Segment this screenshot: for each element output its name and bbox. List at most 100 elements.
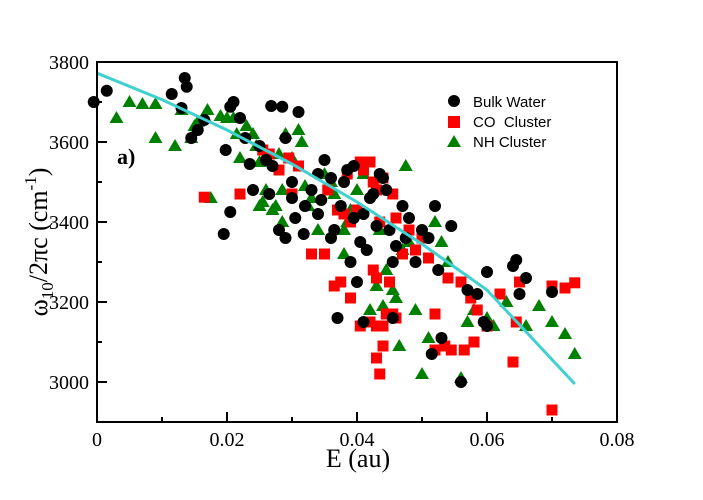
co-cluster-point — [293, 160, 304, 172]
co-cluster-point — [328, 280, 340, 292]
legend: Bulk Water CO Cluster NH Cluster — [447, 94, 551, 151]
y-axis-title-omega: ω — [24, 299, 53, 316]
co-cluster-point — [364, 316, 376, 328]
nh-cluster-point — [398, 159, 413, 171]
x-tick-label: 0.06 — [470, 429, 505, 451]
co-cluster-point — [410, 244, 421, 256]
co-cluster-point — [468, 336, 480, 348]
nh-cluster-point — [268, 199, 283, 211]
co-cluster-point — [559, 282, 571, 294]
bulk-water-point — [224, 206, 237, 218]
legend-label-co-cluster: CO Cluster — [473, 114, 551, 131]
y-axis-title-close: ) — [24, 168, 53, 177]
co-cluster-point — [442, 272, 454, 284]
bulk-water-point — [416, 224, 428, 236]
co-cluster-point — [416, 232, 428, 244]
co-cluster-point — [364, 156, 376, 168]
nh-cluster-point — [148, 97, 163, 109]
co-cluster-point — [371, 352, 382, 364]
bulk-water-point — [305, 184, 318, 196]
bulk-water-point — [432, 264, 445, 276]
bulk-water-point — [390, 240, 402, 252]
bulk-water-point — [403, 212, 415, 224]
bulk-water-point — [347, 212, 360, 224]
data-markers — [87, 72, 582, 416]
co-cluster-point — [514, 276, 525, 288]
nh-cluster-point — [415, 367, 429, 379]
bulk-water-point — [481, 320, 493, 332]
bulk-water-point — [367, 188, 380, 200]
bulk-water-point — [165, 88, 178, 100]
co-cluster-point — [354, 156, 366, 168]
bulk-water-point — [266, 160, 279, 172]
nh-cluster-point — [532, 299, 546, 311]
bulk-water-point — [265, 100, 278, 112]
bulk-water-point — [347, 160, 360, 172]
co-cluster-point — [423, 252, 434, 264]
bulk-water-point — [243, 158, 256, 170]
co-cluster-point — [319, 248, 330, 260]
bulk-water-point — [425, 348, 438, 360]
nh-cluster-point — [304, 191, 319, 203]
bulk-water-point — [247, 184, 259, 196]
co-cluster-point — [387, 188, 399, 200]
bulk-water-point — [380, 184, 393, 196]
legend-triangle-icon — [447, 135, 461, 147]
bulk-water-point — [289, 212, 302, 224]
co-cluster-point — [494, 288, 506, 300]
co-cluster-point — [445, 344, 457, 356]
y-tick-label: 3000 — [49, 372, 89, 394]
bulk-water-point — [185, 132, 198, 144]
nh-cluster-point — [327, 187, 342, 199]
bulk-water-point — [180, 80, 193, 93]
nh-cluster-point — [311, 223, 325, 235]
co-cluster-point — [306, 248, 317, 260]
co-cluster-point — [374, 368, 386, 380]
co-cluster-point — [380, 308, 392, 320]
nh-cluster-point — [275, 183, 290, 195]
nh-cluster-point — [460, 315, 475, 327]
bulk-water-point — [409, 256, 422, 268]
legend-label-nh-cluster: NH Cluster — [473, 134, 546, 151]
co-cluster-point — [335, 276, 347, 288]
co-cluster-point — [403, 224, 415, 236]
co-cluster-point — [263, 148, 275, 160]
co-cluster-point — [338, 208, 350, 220]
y-axis-title: ω10/2πc (cm-1) — [21, 168, 57, 317]
bulk-water-point — [422, 232, 435, 244]
bulk-water-point — [219, 144, 232, 156]
bulk-water-point — [354, 236, 367, 248]
bulk-water-point — [360, 244, 373, 256]
co-cluster-point — [455, 276, 467, 288]
x-tick-label: 0 — [92, 429, 102, 451]
y-axis-title-exponent: -1 — [21, 176, 40, 190]
bulk-water-point — [471, 288, 484, 300]
x-tick-label: 0.04 — [340, 429, 375, 451]
nh-cluster-point — [499, 295, 514, 307]
bulk-water-point — [481, 266, 493, 278]
bulk-water-point — [297, 228, 310, 240]
nh-cluster-point — [350, 183, 364, 195]
co-cluster-point — [465, 292, 477, 304]
bulk-water-point — [279, 132, 292, 144]
co-cluster-point — [371, 320, 382, 332]
co-cluster-point — [471, 304, 483, 316]
nh-cluster-point — [233, 151, 247, 163]
bulk-water-point — [263, 188, 276, 200]
co-cluster-point — [198, 191, 210, 203]
co-cluster-point — [390, 212, 402, 224]
nh-cluster-point — [392, 339, 407, 351]
co-cluster-point — [429, 308, 441, 320]
nh-cluster-point — [122, 95, 137, 107]
co-cluster-point — [322, 184, 334, 196]
bulk-water-point — [351, 276, 363, 288]
nh-cluster-point — [291, 123, 306, 135]
bulk-water-point — [445, 220, 458, 232]
legend-item-co-cluster: CO Cluster — [448, 114, 551, 131]
bulk-water-point — [520, 272, 532, 284]
bulk-water-point — [386, 256, 399, 268]
nh-cluster-point — [275, 215, 290, 227]
nh-cluster-point — [379, 263, 394, 275]
bulk-water-point — [357, 316, 370, 328]
